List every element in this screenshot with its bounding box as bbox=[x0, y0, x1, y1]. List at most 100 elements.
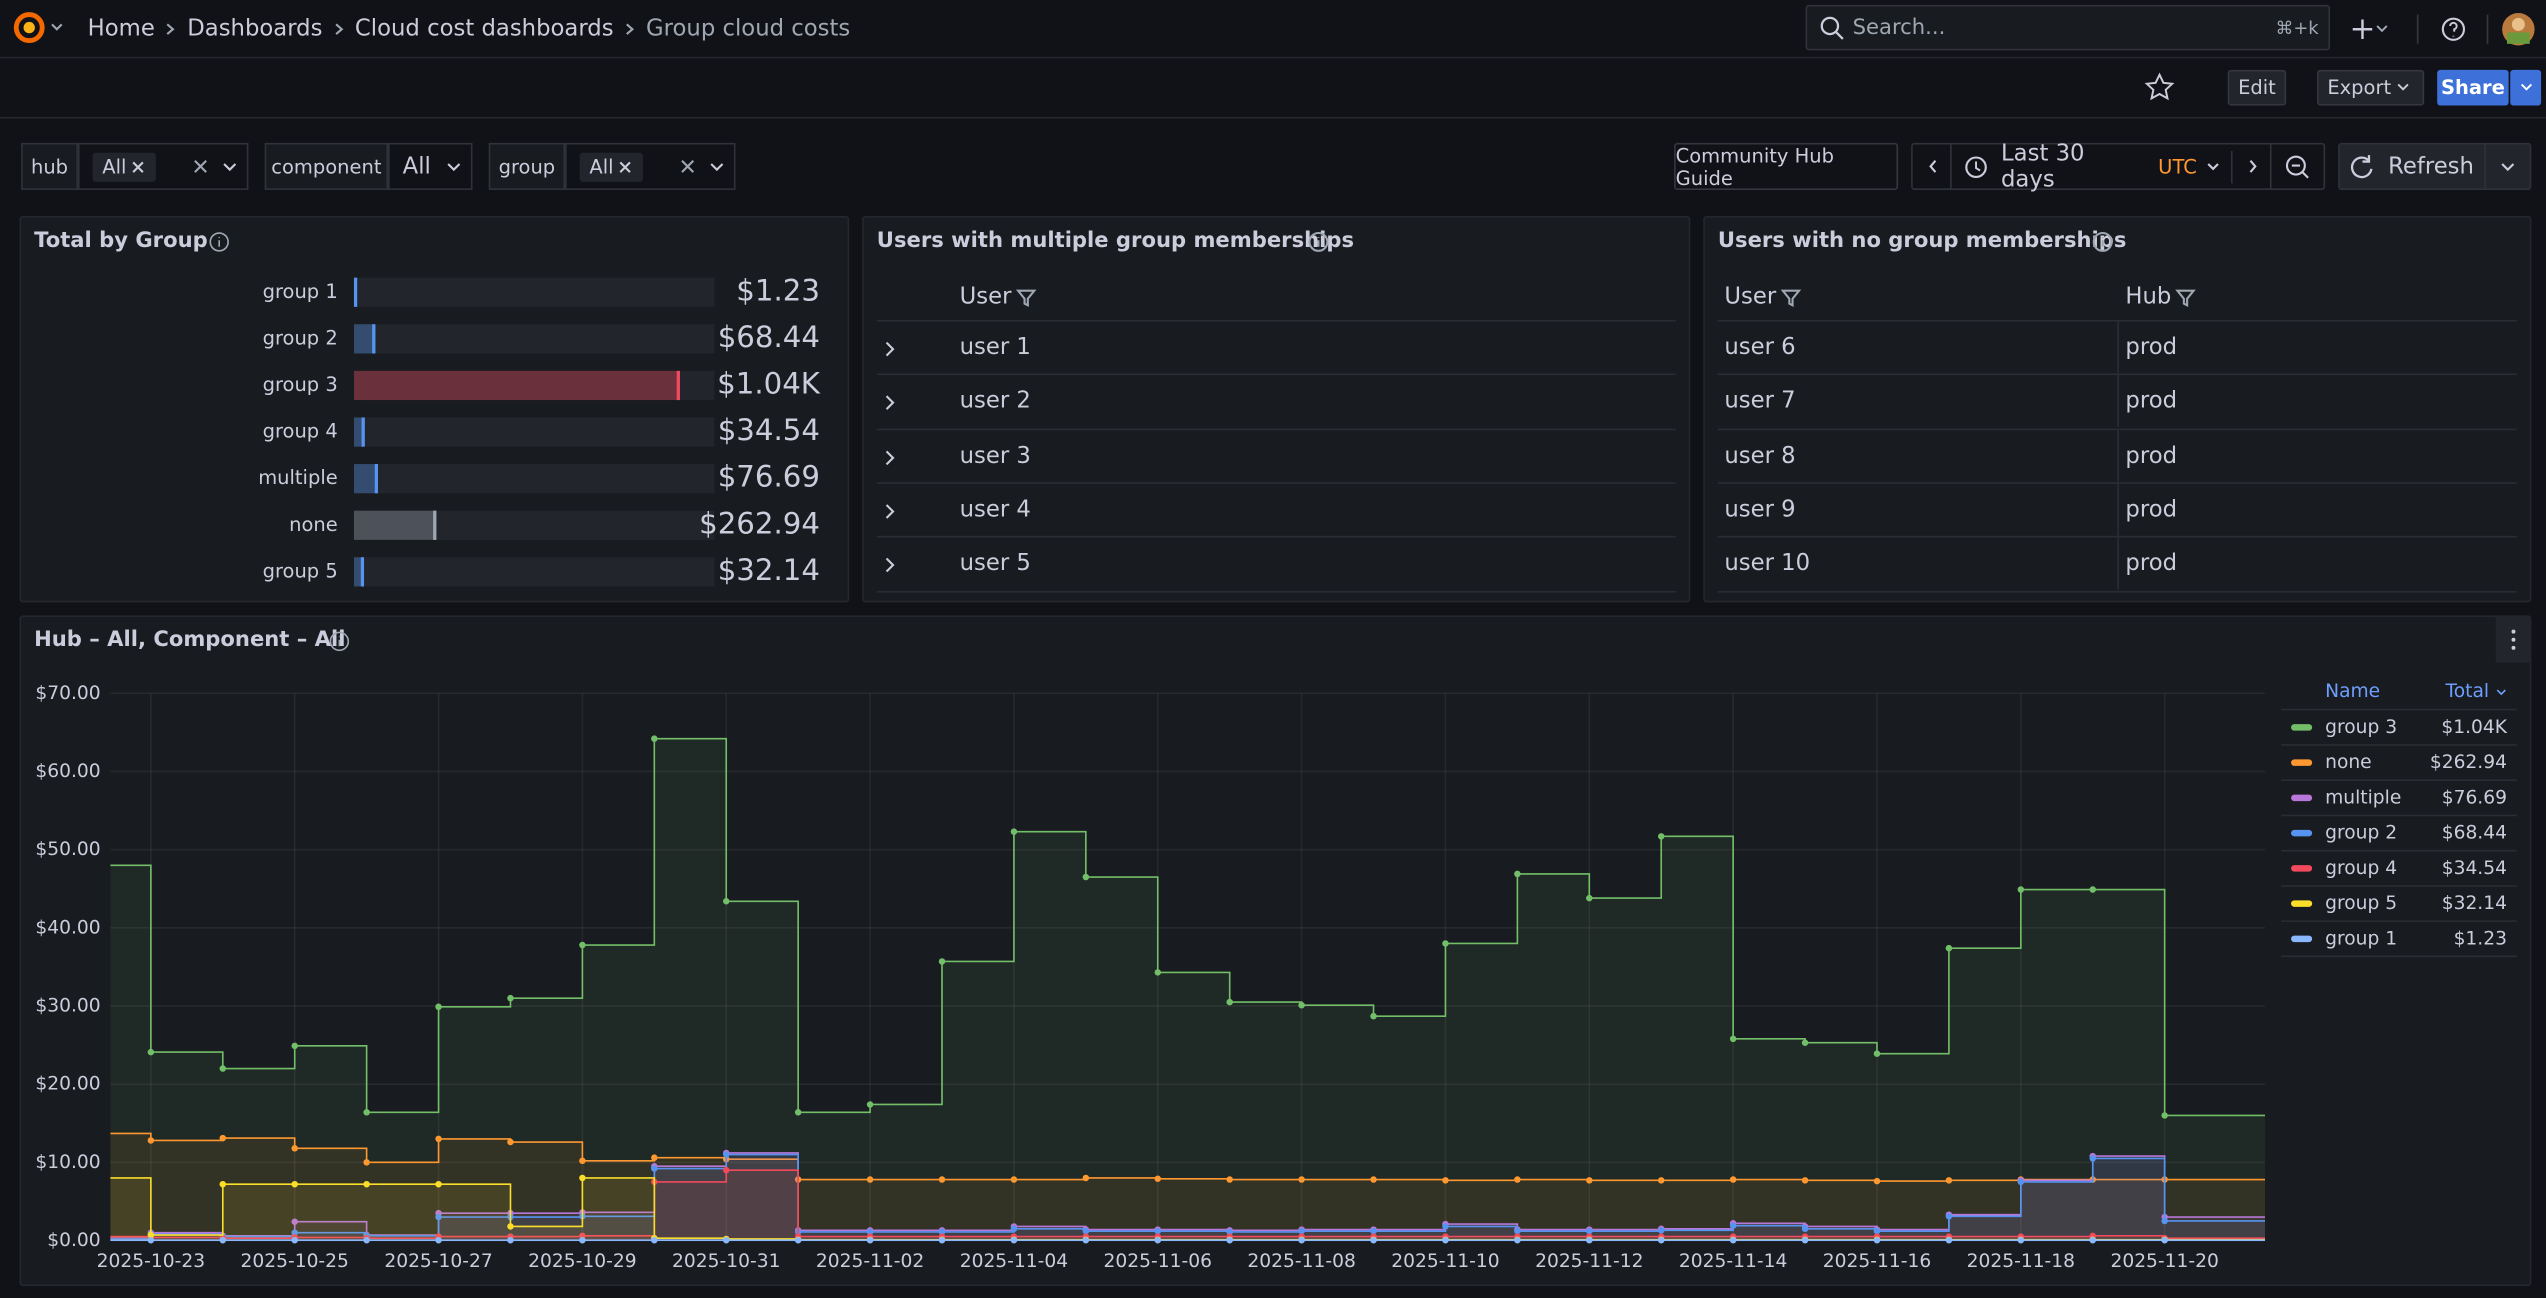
legend-header: Name bbox=[2325, 681, 2380, 702]
legend-name: group 1 bbox=[2325, 928, 2397, 949]
bar-track bbox=[353, 324, 715, 354]
chevron bbox=[223, 162, 237, 171]
time-picker[interactable]: Last 30 days UTC bbox=[1911, 140, 2326, 192]
bar-value: $1.04K bbox=[717, 366, 821, 400]
series-point bbox=[363, 1159, 370, 1166]
clear-icon bbox=[681, 159, 695, 173]
bar-track bbox=[353, 370, 715, 401]
share-menu[interactable] bbox=[2510, 69, 2542, 106]
refresh-picker[interactable]: Refresh bbox=[2338, 142, 2532, 190]
search-box[interactable]: Search... ⌘+k bbox=[1805, 4, 2331, 51]
chip-remove-shape bbox=[619, 160, 631, 173]
guide-button[interactable]: Community Hub Guide bbox=[1674, 142, 1899, 190]
series-point bbox=[2017, 886, 2025, 893]
legend-name: none bbox=[2325, 752, 2372, 773]
clear-icon bbox=[194, 159, 207, 173]
variable-label: group bbox=[488, 142, 566, 190]
logo[interactable] bbox=[11, 10, 66, 46]
refresh-menu[interactable] bbox=[2484, 144, 2530, 189]
bar bbox=[353, 464, 379, 494]
expand-row[interactable] bbox=[878, 500, 901, 523]
series-point bbox=[435, 1003, 442, 1011]
star-button[interactable] bbox=[2143, 71, 2175, 103]
breadcrumbs: Home Dashboards Cloud cost dashboards Group… bbox=[88, 13, 851, 45]
x-tick-label: 2025-11-14 bbox=[1679, 1251, 1787, 1272]
top-icons[interactable] bbox=[2343, 10, 2538, 49]
series-area bbox=[110, 1133, 2266, 1241]
panel-title: Users with multiple group memberships bbox=[876, 228, 1355, 254]
series-point bbox=[76, 1175, 82, 1181]
export-label: Export bbox=[2327, 76, 2392, 100]
info-icon[interactable] bbox=[328, 630, 351, 653]
row-divider bbox=[876, 319, 1676, 322]
prev-range[interactable] bbox=[1913, 144, 1952, 189]
info-icon[interactable] bbox=[208, 231, 231, 254]
chevron bbox=[2207, 150, 2233, 183]
chip-remove-shape bbox=[132, 160, 144, 173]
series-point bbox=[219, 1134, 227, 1142]
export-button[interactable]: Export bbox=[2317, 69, 2425, 106]
bar-track bbox=[353, 277, 715, 307]
x-tick-label: 2025-11-02 bbox=[816, 1251, 924, 1272]
column-header[interactable]: User bbox=[960, 284, 1041, 310]
filter-icon-shape bbox=[2175, 289, 2197, 307]
series-point bbox=[76, 1130, 82, 1136]
y-tick-label: $0.00 bbox=[47, 1230, 100, 1251]
series-point bbox=[794, 1109, 802, 1116]
breadcrumb[interactable]: Dashboards bbox=[187, 16, 323, 43]
y-tick-label: $20.00 bbox=[35, 1074, 100, 1095]
variable-select[interactable]: All bbox=[77, 142, 249, 190]
expand-row[interactable] bbox=[878, 338, 901, 361]
bar-value: $68.44 bbox=[718, 320, 820, 354]
x-tick-label: 2025-10-27 bbox=[384, 1251, 492, 1272]
sort-icon bbox=[2496, 689, 2506, 696]
series-point bbox=[1370, 1227, 1377, 1235]
expand-row[interactable] bbox=[878, 392, 901, 415]
series-point bbox=[435, 1213, 442, 1221]
breadcrumb[interactable]: Cloud cost dashboards bbox=[354, 16, 614, 43]
breadcrumb[interactable]: Home bbox=[87, 16, 155, 43]
column-header[interactable]: User bbox=[1724, 284, 1805, 310]
series-point bbox=[1945, 1213, 1953, 1220]
series-point bbox=[507, 1138, 514, 1146]
bar-label: group 1 bbox=[263, 280, 338, 303]
chip-remove bbox=[619, 160, 631, 173]
series-point bbox=[1298, 1001, 1305, 1009]
series-point bbox=[1945, 1236, 1953, 1244]
panel-title: Total by Group bbox=[34, 228, 208, 254]
x-tick-label: 2025-11-16 bbox=[1823, 1251, 1931, 1272]
table-cell: user 2 bbox=[959, 388, 1031, 415]
expand-row[interactable] bbox=[878, 554, 901, 577]
table-cell: user 3 bbox=[959, 442, 1031, 469]
row-divider bbox=[1717, 590, 2517, 592]
bar-track bbox=[353, 417, 715, 447]
zoom-out[interactable] bbox=[2272, 145, 2323, 189]
series-line bbox=[110, 1132, 2266, 1182]
bar-label: none bbox=[289, 513, 338, 536]
series-point bbox=[1514, 870, 1521, 878]
series-point bbox=[363, 1180, 370, 1188]
bar-end bbox=[676, 370, 680, 401]
variable-select[interactable]: All bbox=[388, 142, 473, 190]
table-cell: user 7 bbox=[1724, 388, 1796, 415]
expand-row[interactable] bbox=[878, 446, 901, 469]
share-button[interactable]: Share bbox=[2437, 69, 2509, 106]
next-range[interactable] bbox=[2232, 144, 2273, 189]
series-point bbox=[1082, 873, 1090, 881]
series-point bbox=[938, 1228, 946, 1236]
series-point bbox=[938, 1236, 946, 1244]
table-cell: user 10 bbox=[1724, 550, 1811, 577]
y-tick-label: $30.00 bbox=[35, 995, 100, 1016]
series-point bbox=[722, 1166, 730, 1174]
series-point bbox=[1298, 1176, 1305, 1183]
bar-track bbox=[353, 464, 715, 494]
variable-select[interactable]: All bbox=[565, 142, 736, 190]
legend-swatch bbox=[2291, 794, 2313, 802]
legend-name: group 4 bbox=[2325, 858, 2397, 879]
edit-button[interactable]: Edit bbox=[2227, 69, 2287, 106]
panel-menu[interactable] bbox=[2495, 617, 2532, 663]
chevron-shape bbox=[710, 162, 724, 171]
column-header[interactable]: Hub bbox=[2125, 284, 2200, 310]
